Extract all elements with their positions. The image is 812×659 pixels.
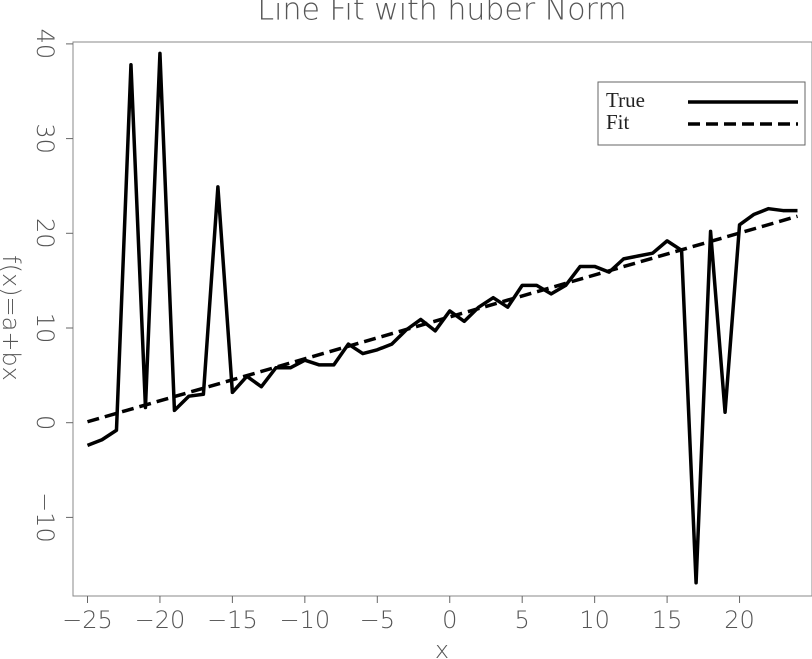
x-tick-label: 20 bbox=[724, 606, 755, 634]
x-tick-label: −10 bbox=[280, 606, 331, 634]
x-tick-label: 5 bbox=[515, 606, 530, 634]
legend-box bbox=[597, 81, 806, 146]
y-axis-label: f(x)=a+bx bbox=[0, 255, 25, 381]
y-tick-label: 40 bbox=[31, 29, 59, 60]
x-tick-label: −25 bbox=[62, 606, 113, 634]
x-tick-label: −5 bbox=[360, 606, 395, 634]
legend-label: Fit bbox=[606, 110, 630, 134]
x-tick-label: −20 bbox=[135, 606, 186, 634]
x-tick-label: 0 bbox=[442, 606, 457, 634]
y-tick-label: 10 bbox=[31, 313, 59, 344]
y-tick-label: 20 bbox=[31, 218, 59, 249]
x-tick-label: 15 bbox=[652, 606, 683, 634]
x-tick-label: −15 bbox=[207, 606, 258, 634]
series-line bbox=[87, 214, 798, 424]
x-axis-label: x bbox=[435, 636, 449, 659]
y-tick-label: 30 bbox=[31, 123, 59, 154]
plot-frame bbox=[72, 41, 812, 597]
x-tick-label: 10 bbox=[579, 606, 610, 634]
y-tick-label: 0 bbox=[31, 415, 59, 430]
chart-title: Line Fit with huber Norm bbox=[257, 0, 626, 28]
legend-label: True bbox=[606, 88, 645, 112]
y-tick-label: −10 bbox=[31, 492, 59, 543]
